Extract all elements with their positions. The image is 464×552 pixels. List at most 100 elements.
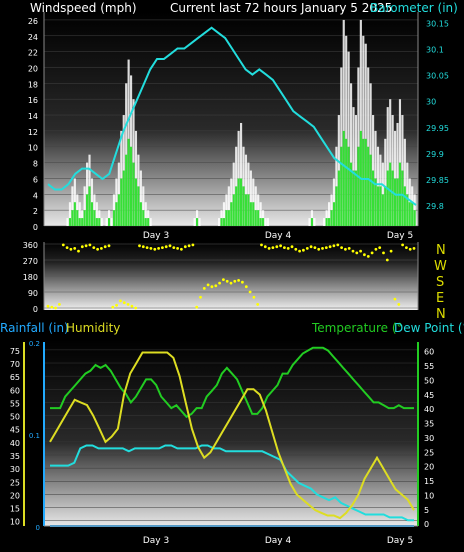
wind-average-bar [252,202,255,226]
barometer-ytick-label: 30.1 [426,46,444,55]
wind-gust-bar [83,186,86,226]
direction-point [80,245,84,249]
direction-point [172,246,176,250]
humidity-ytick-label: 45 [10,426,20,435]
direction-point [103,245,107,249]
wind-gust-bar [81,210,84,226]
barometer-ytick-label: 29.85 [426,176,449,185]
barometer-series-line [47,26,417,206]
dew-point-series-line [50,444,414,522]
wind-average-bar [411,202,414,226]
direction-point [336,243,340,247]
wind-average-bar [78,218,81,226]
wind-ytick-label: 2 [33,207,38,216]
direction-point [61,243,65,247]
wind-average-bar [134,178,138,226]
direction-point [344,247,347,251]
direction-point [393,297,397,301]
wind-gust-bar [196,210,199,226]
direction-point [187,244,191,248]
wind-average-bar [340,146,343,226]
wind-gust-bar [142,186,145,226]
wind-gust-bar [328,202,331,226]
wind-gust-bar [323,218,326,226]
humidity-ytick-label: 70 [10,360,20,369]
direction-point [237,279,241,282]
wind-average-bar [240,178,243,226]
direction-point [382,251,385,255]
wind-gust-bar [345,35,348,227]
wind-average-bar [367,146,370,226]
rainfall-label: Rainfall (in) [0,321,69,335]
wind-average-bar [408,202,411,226]
wind-average-bar [247,194,250,226]
direction-point [363,253,366,257]
wind-gust-bar [218,218,221,226]
rainfall-ytick-label: 0.1 [29,432,40,440]
wind-gust-bar [376,146,380,226]
wind-gust-bar [95,202,98,226]
direction-point [180,247,183,251]
direction-point [100,247,103,250]
wind-average-bar [86,194,89,226]
wind-gust-bar [222,202,226,226]
temperature-ytick-label: 40 [424,405,434,414]
wind-gust-bar [242,146,245,226]
wind-average-bar [396,178,399,226]
windspeed-label: Windspeed (mph) [30,1,137,15]
direction-point [149,247,153,250]
wind-ytick-label: 10 [28,144,38,153]
direction-point [96,247,99,251]
wind-average-bar [374,178,377,226]
wind-average-bar [381,194,384,226]
direction-point [233,279,237,283]
humidity-ytick-label: 55 [10,399,20,408]
wind-average-bar [244,194,248,226]
wind-average-bar [389,162,392,226]
humidity-ytick-label: 15 [10,505,20,514]
wind-average-bar [93,210,96,226]
temperature-ytick-label: 55 [424,362,434,371]
direction-point [126,303,130,306]
current-label: Current last 72 hours January 5 2025 [170,1,392,15]
wind-ytick-label: 26 [28,17,38,26]
direction-point [73,247,77,250]
direction-point [176,247,180,250]
direction-point [275,245,279,249]
wind-average-bar [227,210,230,226]
wind-ytick-label: 4 [33,191,38,200]
wind-gust-bar [149,218,152,226]
direction-point [225,279,229,283]
direction-point [210,285,214,289]
direction-point [324,246,328,250]
lower-xtick-label: Day 4 [265,536,292,546]
direction-point [157,247,161,250]
direction-point [279,244,282,248]
humidity-ytick-label: 40 [10,439,20,448]
direction-point [378,246,382,250]
direction-point [374,247,378,251]
humidity-ytick-label: 50 [10,413,20,422]
wind-gust-bar [244,154,248,226]
compass-n-top: N [436,243,446,258]
humidity-ytick-label: 20 [10,491,20,500]
wind-average-bar [394,178,397,226]
wind-average-bar [403,186,406,226]
direction-point [84,244,88,248]
direction-point [317,247,321,251]
wind-average-bar [90,202,94,226]
wind-gust-bar [249,170,252,226]
wind-average-bar [137,186,140,226]
temperature-ytick-label: 10 [424,491,434,500]
wind-average-bar [237,178,240,226]
direction-point [283,246,286,250]
direction-point [92,246,96,250]
wind-average-bar [362,138,365,226]
wind-average-bar [413,210,416,226]
direction-point [138,244,141,248]
direction-point [218,281,222,285]
wind-ytick-label: 16 [28,96,38,105]
direction-point [130,304,134,308]
wind-average-bar [144,218,147,226]
